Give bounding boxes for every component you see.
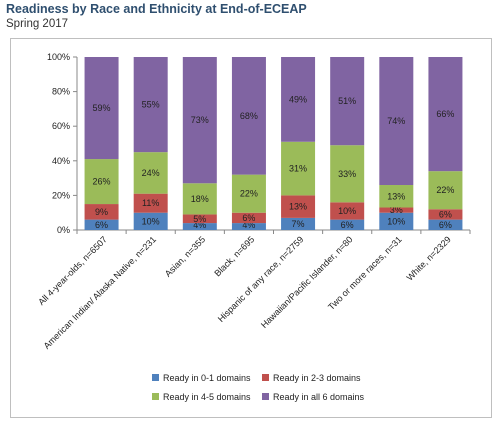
y-tick-label: 20% — [52, 190, 70, 200]
data-label: 11% — [142, 198, 159, 208]
data-label: 4% — [242, 220, 255, 230]
data-label: 6% — [439, 220, 452, 230]
y-tick-label: 60% — [52, 121, 70, 131]
x-category-label: American Indian/ Alaska Native, n=231 — [42, 234, 159, 351]
bar-segment — [428, 209, 463, 220]
bar-segment — [182, 223, 217, 230]
bar-segment — [281, 195, 316, 218]
data-label: 6% — [439, 209, 452, 219]
y-tick-label: 80% — [52, 87, 70, 97]
y-tick-label: 40% — [52, 156, 70, 166]
data-label: 6% — [341, 220, 354, 230]
data-label: 26% — [93, 177, 111, 187]
data-label: 66% — [436, 109, 454, 119]
bar-segment — [379, 57, 414, 186]
bar-segment — [379, 207, 414, 213]
legend-swatch — [262, 374, 269, 381]
chart-subtitle: Spring 2017 — [6, 18, 69, 30]
data-label: 9% — [95, 207, 108, 217]
bar-segment — [182, 57, 217, 184]
y-tick-label: 100% — [47, 52, 70, 62]
bar-segment — [330, 219, 365, 230]
bar-segment — [182, 183, 217, 215]
legend-label: Ready in 0-1 domains — [163, 373, 251, 383]
data-label: 55% — [142, 100, 160, 110]
bar-segment — [281, 141, 316, 196]
data-label: 6% — [242, 213, 255, 223]
data-label: 59% — [93, 103, 111, 113]
x-category-label: White, n=2329 — [405, 234, 453, 282]
x-category-label: Asian, n=355 — [163, 234, 207, 278]
y-tick-label: 0% — [57, 225, 70, 235]
bar-segment — [281, 57, 316, 142]
x-category-label: Hispanic of any race, n=2759 — [216, 234, 306, 324]
bar-segment — [182, 214, 217, 224]
bar-segment — [231, 212, 266, 224]
bar-segment — [330, 145, 365, 203]
data-label: 51% — [338, 96, 356, 106]
data-label: 7% — [292, 219, 305, 229]
bar-segment — [133, 212, 168, 230]
data-label: 6% — [95, 220, 108, 230]
data-label: 24% — [142, 168, 160, 178]
bar-segment — [133, 152, 168, 194]
bar-segment — [379, 185, 414, 208]
data-label: 13% — [289, 202, 307, 212]
chart-title: Readiness by Race and Ethnicity at End-o… — [6, 2, 307, 16]
data-label: 22% — [240, 189, 258, 199]
data-label: 31% — [289, 164, 307, 174]
data-label: 74% — [387, 116, 405, 126]
legend-label: Ready in all 6 domains — [273, 392, 365, 402]
chart-frame — [10, 38, 492, 418]
data-label: 33% — [338, 169, 356, 179]
data-label: 13% — [387, 191, 405, 201]
bar-segment — [428, 171, 463, 210]
legend-swatch — [152, 393, 159, 400]
bar-segment — [428, 219, 463, 230]
data-label: 68% — [240, 111, 258, 121]
data-label: 10% — [387, 216, 405, 226]
bar-segment — [84, 219, 119, 230]
data-label: 10% — [338, 206, 356, 216]
bar-segment — [330, 57, 365, 146]
legend-label: Ready in 2-3 domains — [273, 373, 361, 383]
bar-segment — [84, 159, 119, 205]
x-category-label: Black, n=695 — [212, 234, 256, 278]
data-label: 18% — [191, 194, 209, 204]
bar-segment — [84, 204, 119, 220]
bar-segment — [84, 57, 119, 160]
data-label: 5% — [193, 214, 206, 224]
bar-segment — [133, 57, 168, 153]
bar-segment — [379, 212, 414, 230]
data-label: 49% — [289, 94, 307, 104]
data-label: 22% — [436, 185, 454, 195]
bar-segment — [231, 57, 266, 175]
bar-segment — [133, 193, 168, 213]
bar-segment — [231, 174, 266, 213]
legend-swatch — [152, 374, 159, 381]
legend-label: Ready in 4-5 domains — [163, 392, 251, 402]
bar-segment — [330, 202, 365, 220]
data-label: 4% — [193, 220, 206, 230]
legend-swatch — [262, 393, 269, 400]
bar-segment — [428, 57, 463, 172]
data-label: 73% — [191, 115, 209, 125]
data-label: 10% — [142, 216, 160, 226]
data-label: 3% — [390, 205, 403, 215]
x-category-label: Hawaiian/Pacific Islander, n=80 — [259, 234, 355, 330]
bar-segment — [231, 223, 266, 230]
bar-segment — [281, 217, 316, 230]
